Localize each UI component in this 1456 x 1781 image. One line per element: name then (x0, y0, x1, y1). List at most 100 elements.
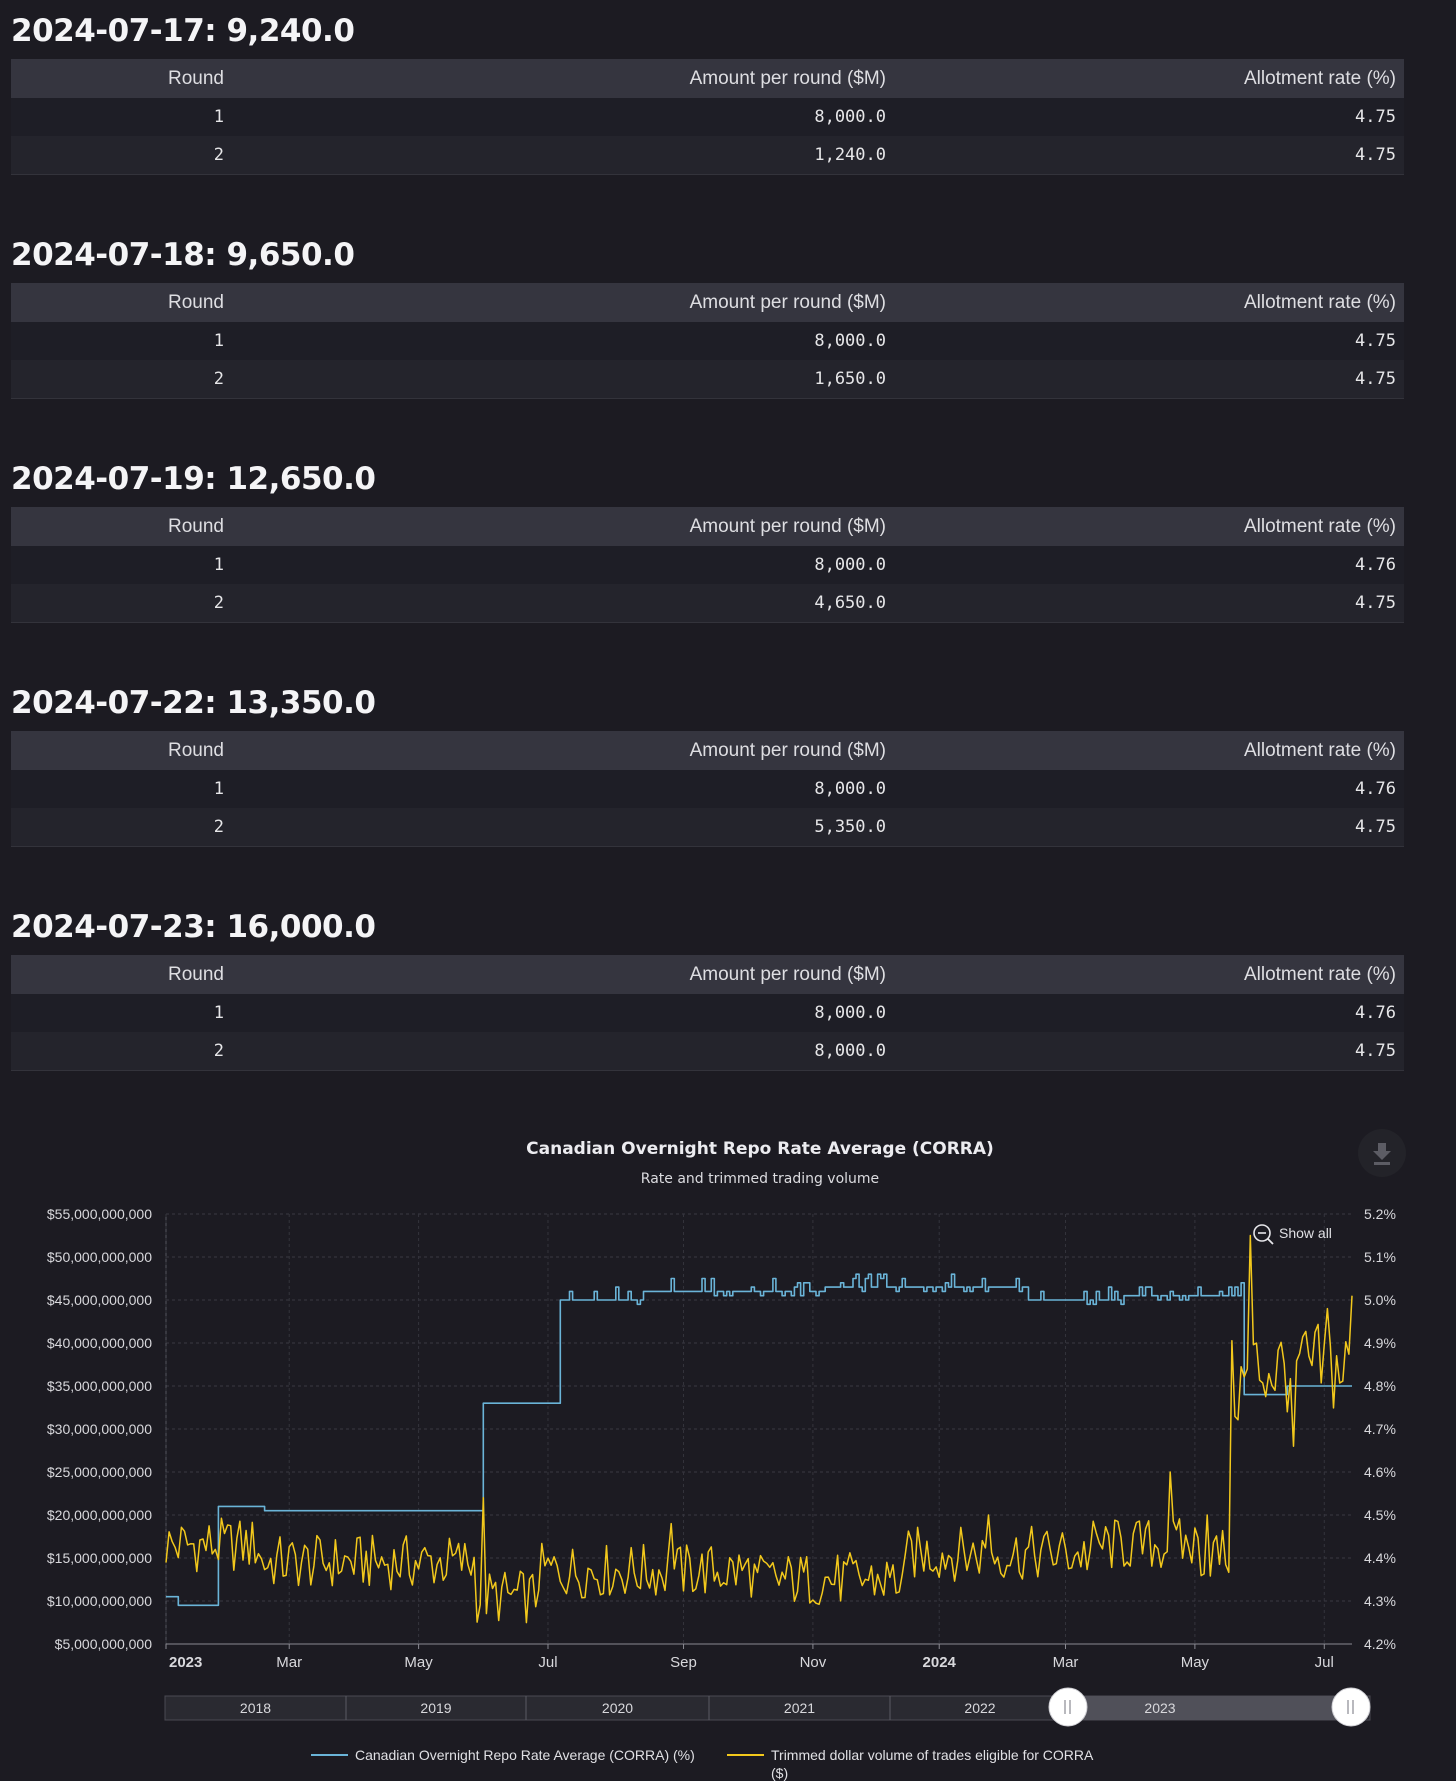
table-cell: 4.75 (894, 808, 1404, 847)
table-cell: 2 (11, 360, 232, 399)
table-cell: 4.76 (894, 994, 1404, 1032)
corra-chart: Canadian Overnight Repo Rate Average (CO… (47, 1129, 1406, 1781)
table-cell: 8,000.0 (232, 1032, 894, 1071)
table-cell: 2 (11, 136, 232, 175)
y-right-tick: 4.6% (1364, 1464, 1396, 1480)
table-row: 2 1,650.0 4.75 (11, 360, 1404, 399)
y-right-tick: 4.2% (1364, 1636, 1396, 1652)
x-tick-label: 2023 (169, 1654, 202, 1671)
corra-rate-line (166, 1273, 1352, 1607)
y-right-tick: 4.7% (1364, 1421, 1396, 1437)
x-tick-label: May (404, 1654, 433, 1671)
navigator-year-label: 2023 (1144, 1700, 1175, 1716)
table-cell: 4.76 (894, 770, 1404, 808)
y-left-tick: $30,000,000,000 (47, 1421, 152, 1437)
auction-section: 2024-07-17: 9,240.0 Round Amount per round… (11, 10, 1404, 175)
auction-heading: 2024-07-23: 16,000.0 (11, 909, 376, 945)
table-cell: 8,000.0 (232, 994, 894, 1032)
column-header[interactable]: Round (11, 507, 232, 546)
navigator-handle-left[interactable] (1048, 1687, 1088, 1727)
x-tick-label: Nov (800, 1654, 827, 1671)
auction-section: 2024-07-19: 12,650.0 Round Amount per roun… (11, 458, 1404, 623)
table-cell: 8,000.0 (232, 770, 894, 808)
y-right-tick: 5.0% (1364, 1292, 1396, 1308)
auction-section: 2024-07-18: 9,650.0 Round Amount per round… (11, 234, 1404, 399)
table-cell: 8,000.0 (232, 546, 894, 584)
table-cell: 2 (11, 584, 232, 623)
navigator-year-label: 2021 (784, 1700, 815, 1716)
x-tick-label: Mar (1053, 1654, 1079, 1671)
legend-label-corra: Canadian Overnight Repo Rate Average (CO… (355, 1747, 695, 1763)
y-left-tick: $10,000,000,000 (47, 1593, 152, 1609)
legend: Canadian Overnight Repo Rate Average (CO… (311, 1747, 1097, 1781)
navigator-selection[interactable] (1068, 1696, 1351, 1720)
table-row: 1 8,000.0 4.75 (11, 322, 1404, 360)
column-header[interactable]: Round (11, 283, 232, 322)
column-header[interactable]: Amount per round ($M) (232, 507, 894, 546)
auction-heading: 2024-07-22: 13,350.0 (11, 685, 376, 721)
table-cell: 4,650.0 (232, 584, 894, 623)
y-left-tick: $55,000,000,000 (47, 1206, 152, 1222)
legend-label-volume: Trimmed dollar volume of trades eligible… (771, 1747, 1097, 1781)
table-row: 1 8,000.0 4.76 (11, 994, 1404, 1032)
column-header[interactable]: Allotment rate (%) (894, 59, 1404, 98)
table-row: 1 8,000.0 4.75 (11, 98, 1404, 136)
auction-table: Round Amount per round ($M) Allotment rate… (11, 731, 1404, 847)
navigator-handle-right[interactable] (1331, 1687, 1371, 1727)
column-header[interactable]: Round (11, 955, 232, 994)
table-cell: 1 (11, 994, 232, 1032)
download-button[interactable] (1358, 1129, 1406, 1177)
column-header[interactable]: Amount per round ($M) (232, 731, 894, 770)
table-cell: 8,000.0 (232, 98, 894, 136)
column-header[interactable]: Allotment rate (%) (894, 955, 1404, 994)
show-all-button[interactable]: Show all (1253, 1224, 1332, 1245)
y-right-tick: 5.1% (1364, 1249, 1396, 1265)
table-cell: 5,350.0 (232, 808, 894, 847)
legend-item-volume[interactable]: Trimmed dollar volume of trades eligible… (727, 1747, 1097, 1781)
auction-table: Round Amount per round ($M) Allotment rate… (11, 283, 1404, 399)
column-header[interactable]: Amount per round ($M) (232, 283, 894, 322)
table-cell: 4.76 (894, 546, 1404, 584)
table-cell: 4.75 (894, 136, 1404, 175)
auction-heading: 2024-07-18: 9,650.0 (11, 237, 355, 273)
auction-section: 2024-07-23: 16,000.0 Round Amount per roun… (11, 906, 1404, 1071)
table-cell: 8,000.0 (232, 322, 894, 360)
column-header[interactable]: Round (11, 731, 232, 770)
zoom-out-icon (1253, 1224, 1274, 1245)
left-axis: $5,000,000,000 $10,000,000,000 $15,000,000… (47, 1206, 152, 1652)
auction-section: 2024-07-22: 13,350.0 Round Amount per roun… (11, 682, 1404, 847)
table-cell: 4.75 (894, 360, 1404, 399)
y-right-tick: 5.2% (1364, 1206, 1396, 1222)
table-row: 2 5,350.0 4.75 (11, 808, 1404, 847)
x-axis: 2023 Mar May Jul Sep Nov 2024 Mar May Jul (165, 1643, 1352, 1671)
navigator-year-label: 2018 (240, 1700, 271, 1716)
trimmed-volume-line (165, 1234, 1353, 1624)
navigator-year-label: 2019 (420, 1700, 451, 1716)
navigator[interactable]: 2018 2019 2020 2021 2022 2023 (164, 1687, 1371, 1727)
column-header[interactable]: Amount per round ($M) (232, 59, 894, 98)
x-tick-label: May (1181, 1654, 1210, 1671)
column-header[interactable]: Allotment rate (%) (894, 731, 1404, 770)
table-cell: 1 (11, 546, 232, 584)
y-right-tick: 4.3% (1364, 1593, 1396, 1609)
table-row: 1 8,000.0 4.76 (11, 546, 1404, 584)
download-icon (1373, 1143, 1391, 1165)
column-header[interactable]: Round (11, 59, 232, 98)
table-row: 2 1,240.0 4.75 (11, 136, 1404, 175)
table-cell: 2 (11, 808, 232, 847)
auction-table: Round Amount per round ($M) Allotment rate… (11, 507, 1404, 623)
series-layer (165, 1234, 1353, 1624)
legend-item-corra[interactable]: Canadian Overnight Repo Rate Average (CO… (311, 1747, 695, 1763)
table-cell: 1 (11, 322, 232, 360)
y-left-tick: $35,000,000,000 (47, 1378, 152, 1394)
show-all-label: Show all (1279, 1225, 1332, 1241)
table-cell: 1 (11, 98, 232, 136)
y-left-tick: $50,000,000,000 (47, 1249, 152, 1265)
y-left-tick: $5,000,000,000 (55, 1636, 153, 1652)
column-header[interactable]: Allotment rate (%) (894, 507, 1404, 546)
column-header[interactable]: Amount per round ($M) (232, 955, 894, 994)
column-header[interactable]: Allotment rate (%) (894, 283, 1404, 322)
table-row: 2 8,000.0 4.75 (11, 1032, 1404, 1071)
y-left-tick: $15,000,000,000 (47, 1550, 152, 1566)
auction-table: Round Amount per round ($M) Allotment rate… (11, 955, 1404, 1071)
